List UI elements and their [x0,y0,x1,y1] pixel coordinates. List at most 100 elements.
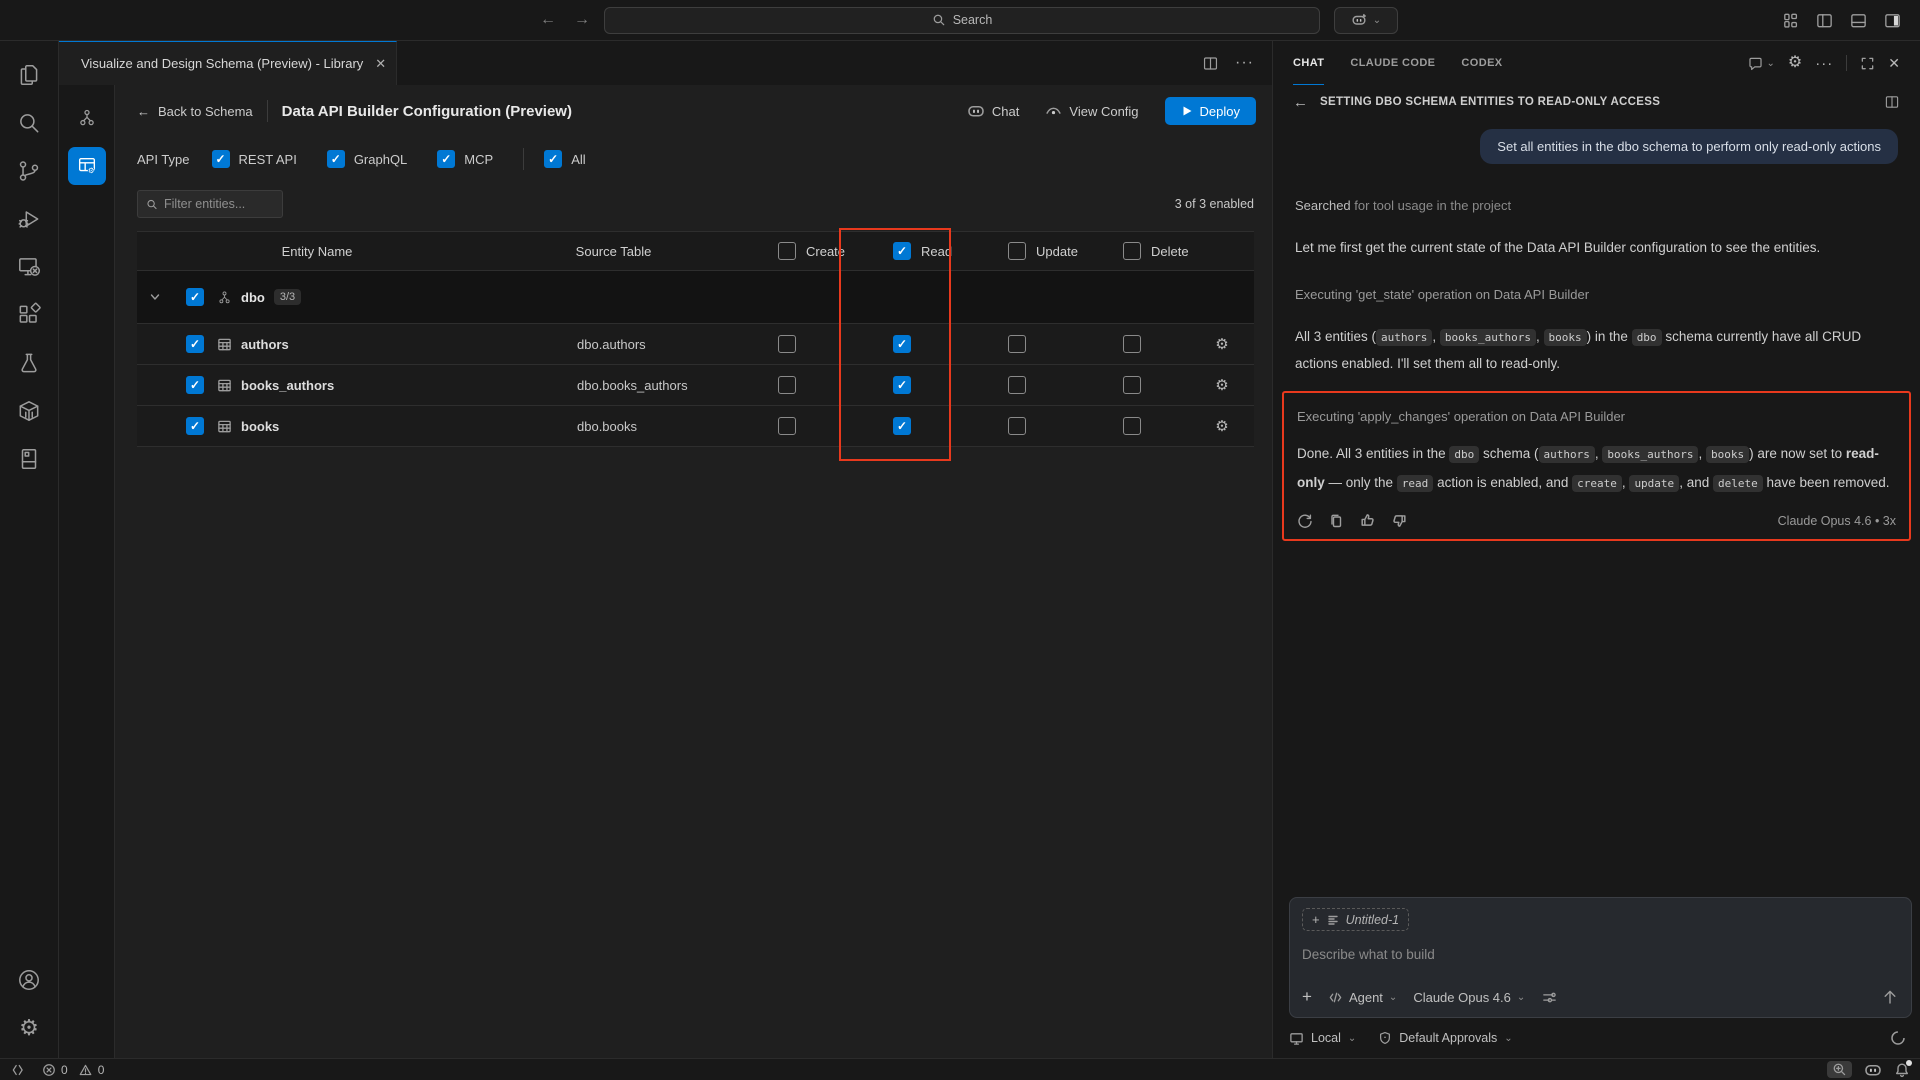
checkbox-update-all[interactable] [1008,242,1026,260]
checkbox-graphql[interactable]: ✓ [326,150,345,168]
tools-sliders-icon[interactable] [1541,989,1558,1006]
checkbox-read[interactable]: ✓ [893,335,911,353]
dab-config-view-icon[interactable]: ⚙ [67,147,106,185]
approvals-picker[interactable]: Default Approvals ⌄ [1378,1031,1513,1045]
view-config-label: View Config [1069,103,1139,119]
row-select-checkbox[interactable]: ✓ [186,417,204,435]
source-control-icon[interactable] [5,147,53,195]
session-back-icon[interactable]: ← [1293,93,1308,111]
close-panel-icon[interactable]: ✕ [1888,54,1900,71]
back-to-schema-button[interactable]: ← Back to Schema [137,104,253,119]
filter-entities-input[interactable] [137,190,283,218]
api-type-mcp[interactable]: ✓ MCP [437,150,493,168]
view-config-button[interactable]: View Config [1045,103,1139,120]
environment-picker[interactable]: Local ⌄ [1289,1031,1356,1046]
checkbox-create[interactable] [778,335,796,353]
checkbox-update[interactable] [1008,376,1026,394]
row-select-checkbox[interactable]: ✓ [186,376,204,394]
remote-explorer-icon[interactable] [5,243,53,291]
row-select-checkbox[interactable]: ✓ [186,335,204,353]
deploy-button[interactable]: Deploy [1164,97,1256,125]
code-chip: dbo [1631,329,1662,346]
chat-settings-gear-icon[interactable]: ⚙ [1787,54,1803,71]
checkbox-read-all[interactable]: ✓ [893,242,911,260]
schema-view-icon[interactable] [68,99,106,137]
testing-icon[interactable] [5,339,53,387]
zoom-tool-icon[interactable] [1827,1061,1852,1078]
checkbox-create-all[interactable] [778,242,796,260]
row-settings-gear-icon[interactable]: ⚙ [1215,377,1229,394]
chat-input-placeholder[interactable]: Describe what to build [1302,947,1435,962]
nav-back-icon[interactable]: ← [540,11,556,28]
send-icon[interactable] [1881,988,1899,1006]
toggle-primary-sidebar-icon[interactable] [1815,11,1834,30]
run-debug-icon[interactable] [5,195,53,243]
problems-indicator[interactable]: 0 0 [42,1063,104,1077]
checkbox-delete[interactable] [1123,376,1141,394]
checkbox-all[interactable]: ✓ [544,150,563,168]
collapse-chevron-icon[interactable] [137,291,173,303]
filter-input[interactable] [164,197,274,211]
chat-input-box[interactable]: + Untitled-1 Describe what to build + Ag… [1289,897,1912,1018]
chat-button[interactable]: Chat [967,102,1019,120]
tab-chat[interactable]: CHAT [1293,41,1325,85]
container-cube-icon[interactable] [5,387,53,435]
search-sidebar-icon[interactable] [5,99,53,147]
new-chat-dropdown[interactable]: ⌄ [1747,55,1775,72]
customize-layout-icon[interactable] [1781,11,1800,30]
context-chip[interactable]: + Untitled-1 [1302,908,1410,931]
toggle-secondary-sidebar-icon[interactable] [1883,11,1902,30]
checkbox-create[interactable] [778,376,796,394]
back-label: Back to Schema [158,103,253,119]
api-type-label: API Type [137,151,190,167]
entities-table: Entity Name Source Table Create ✓ Read Up… [137,228,1254,461]
chat-more-actions-icon[interactable]: ··· [1815,54,1834,72]
toggle-panel-icon[interactable] [1849,11,1868,30]
row-settings-gear-icon[interactable]: ⚙ [1215,418,1229,435]
checkbox-delete[interactable] [1123,417,1141,435]
checkbox-mcp[interactable]: ✓ [437,150,456,168]
command-center-search[interactable]: Search [604,6,1320,34]
tab-claude-code[interactable]: CLAUDE CODE [1350,56,1436,69]
extensions-icon[interactable] [5,291,53,339]
copy-icon[interactable] [1328,513,1344,529]
notebook-icon[interactable] [5,435,53,483]
attach-icon[interactable]: + [1302,987,1312,1006]
retry-icon[interactable] [1297,513,1313,529]
model-picker[interactable]: Claude Opus 4.6 ⌄ [1413,990,1525,1005]
table-icon [218,379,231,391]
checkbox-update[interactable] [1008,335,1026,353]
checkbox-update[interactable] [1008,417,1026,435]
checkbox-delete-all[interactable] [1123,242,1141,260]
api-type-all[interactable]: ✓ All [544,150,586,168]
explorer-icon[interactable] [5,51,53,99]
thumbs-down-icon[interactable] [1391,512,1408,529]
api-type-rest[interactable]: ✓ REST API [211,150,297,168]
row-settings-gear-icon[interactable]: ⚙ [1215,336,1229,353]
checkbox-delete[interactable] [1123,335,1141,353]
api-type-graphql[interactable]: ✓ GraphQL [326,150,407,168]
remote-indicator-icon[interactable] [12,1063,28,1077]
schema-group-row[interactable]: ✓ dbo 3/3 [137,271,1254,324]
copilot-status-icon[interactable] [1864,1061,1882,1079]
checkbox-read[interactable]: ✓ [893,417,911,435]
tab-close-icon[interactable]: ✕ [375,55,387,71]
settings-gear-icon[interactable]: ⚙ [19,1015,39,1040]
checkbox-create[interactable] [778,417,796,435]
split-editor-icon[interactable] [1202,55,1219,72]
open-session-editor-icon[interactable] [1884,94,1900,110]
checkbox-rest-api[interactable]: ✓ [211,150,230,168]
editor-more-actions-icon[interactable]: ··· [1235,54,1254,71]
nav-forward-icon[interactable]: → [574,11,590,28]
account-icon[interactable] [5,956,53,1004]
checkbox-read[interactable]: ✓ [893,376,911,394]
copilot-menu-button[interactable]: ⌄ [1334,6,1398,34]
checkbox-group-dbo[interactable]: ✓ [186,288,204,306]
tab-visualize-schema[interactable]: Visualize and Design Schema (Preview) - … [59,41,397,85]
mode-picker[interactable]: Agent ⌄ [1328,990,1397,1005]
maximize-panel-icon[interactable] [1860,56,1875,71]
notifications-bell-icon[interactable] [1894,1059,1912,1078]
tab-codex[interactable]: CODEX [1461,56,1503,69]
chevron-down-icon: ⌄ [1504,1032,1513,1044]
thumbs-up-icon[interactable] [1359,512,1376,529]
